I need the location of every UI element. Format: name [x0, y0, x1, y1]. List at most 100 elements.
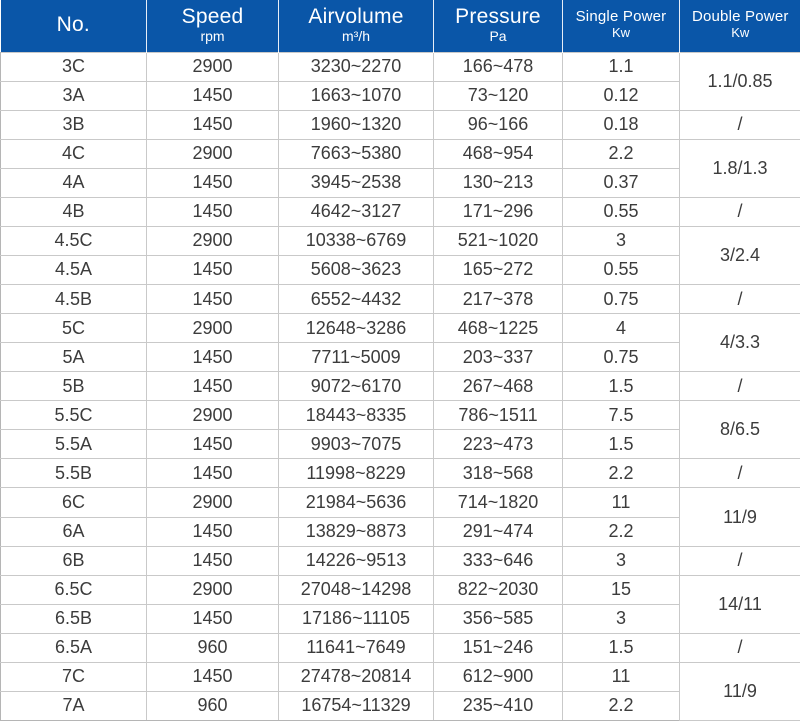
speed-cell: 1450: [146, 429, 279, 460]
model-cell: 7C: [0, 661, 147, 692]
table-row-5-5c: 5.5C 2900 18443~8335 786~1511 7.5 8/6.5: [0, 400, 800, 460]
model-cell: 4.5A: [0, 254, 147, 286]
model-cell: 5B: [0, 371, 147, 402]
pressure-cell: 786~1511: [433, 400, 563, 431]
single-power-cell: 0.37: [562, 167, 680, 198]
speed-cell: 1450: [146, 254, 279, 286]
single-power-cell: 3: [562, 603, 680, 634]
table-row-5c: 5C 2900 12648~3286 468~1225 4 4/3.3: [0, 313, 800, 373]
column-label: Single Power: [575, 8, 667, 26]
double-power-cell: /: [679, 109, 800, 140]
model-cell: 3B: [0, 109, 147, 140]
speed-cell: 1450: [146, 80, 279, 111]
speed-cell: 960: [146, 690, 279, 721]
single-power-cell: 15: [562, 574, 680, 605]
table-row-4-5c: 4.5C 2900 10338~6769 521~1020 3 3/2.4: [0, 225, 800, 286]
speed-cell: 1450: [146, 371, 279, 402]
speed-cell: 1450: [146, 109, 279, 140]
airvolume-cell: 7711~5009: [278, 342, 434, 373]
single-power-cell: 1.5: [562, 371, 680, 402]
column-label: Airvolume: [308, 4, 404, 28]
airvolume-cell: 9903~7075: [278, 429, 434, 460]
pressure-cell: 612~900: [433, 661, 563, 692]
pressure-cell: 318~568: [433, 458, 563, 489]
single-power-cell: 0.55: [562, 254, 680, 286]
table-row-4c: 4C 2900 7663~5380 468~954 2.2 1.8/1.3: [0, 138, 800, 198]
airvolume-cell: 27048~14298: [278, 574, 434, 605]
column-header-speed: Speed rpm: [146, 0, 279, 52]
model-cell: 5.5B: [0, 458, 147, 489]
column-header-airvolume: Airvolume m³/h: [278, 0, 434, 52]
single-power-cell: 3: [562, 545, 680, 576]
airvolume-cell: 21984~5636: [278, 487, 434, 518]
model-cell: 5.5C: [0, 400, 147, 431]
airvolume-cell: 13829~8873: [278, 516, 434, 547]
pressure-cell: 267~468: [433, 371, 563, 402]
single-power-cell: 11: [562, 487, 680, 518]
double-power-cell: /: [679, 632, 800, 663]
column-unit: rpm: [200, 28, 225, 45]
airvolume-cell: 7663~5380: [278, 138, 434, 169]
double-power-cell: 1.8/1.3: [679, 138, 800, 198]
speed-cell: 1450: [146, 283, 279, 315]
speed-cell: 1450: [146, 458, 279, 489]
speed-cell: 2900: [146, 51, 279, 82]
model-cell: 6.5C: [0, 574, 147, 605]
single-power-cell: 1.5: [562, 429, 680, 460]
double-power-cell: 14/11: [679, 574, 800, 634]
pressure-cell: 714~1820: [433, 487, 563, 518]
table-row-5a: 5A 1450 7711~5009 203~337 0.75: [0, 342, 800, 373]
double-power-cell: /: [679, 458, 800, 489]
airvolume-cell: 1960~1320: [278, 109, 434, 140]
table-row-4a: 4A 1450 3945~2538 130~213 0.37: [0, 167, 800, 198]
table-row-3c: 3C 2900 3230~2270 166~478 1.1 1.1/0.85: [0, 51, 800, 111]
column-header-double-power: Double Power Kw: [679, 0, 800, 52]
single-power-cell: 2.2: [562, 458, 680, 489]
single-power-cell: 0.55: [562, 196, 680, 227]
speed-cell: 2900: [146, 400, 279, 431]
table-row-6-5c: 6.5C 2900 27048~14298 822~2030 15 14/11: [0, 574, 800, 634]
single-power-cell: 2.2: [562, 516, 680, 547]
model-cell: 6.5A: [0, 632, 147, 663]
model-cell: 3A: [0, 80, 147, 111]
airvolume-cell: 10338~6769: [278, 225, 434, 256]
speed-cell: 1450: [146, 196, 279, 227]
airvolume-cell: 4642~3127: [278, 196, 434, 227]
airvolume-cell: 12648~3286: [278, 313, 434, 344]
double-power-cell: /: [679, 283, 800, 315]
single-power-cell: 11: [562, 661, 680, 692]
speed-cell: 2900: [146, 487, 279, 518]
table-row-4-5b: 4.5B 1450 6552~4432 217~378 0.75/: [0, 283, 800, 315]
airvolume-cell: 16754~11329: [278, 690, 434, 721]
pressure-cell: 291~474: [433, 516, 563, 547]
pressure-cell: 333~646: [433, 545, 563, 576]
model-cell: 6.5B: [0, 603, 147, 634]
pressure-cell: 235~410: [433, 690, 563, 721]
double-power-cell: 4/3.3: [679, 313, 800, 373]
pressure-cell: 521~1020: [433, 225, 563, 256]
single-power-cell: 4: [562, 313, 680, 344]
pressure-cell: 171~296: [433, 196, 563, 227]
speed-cell: 1450: [146, 167, 279, 198]
airvolume-cell: 3230~2270: [278, 51, 434, 82]
speed-cell: 960: [146, 632, 279, 663]
table-row-5-5b: 5.5B 1450 11998~8229 318~568 2.2/: [0, 458, 800, 489]
speed-cell: 1450: [146, 342, 279, 373]
column-label: No.: [56, 12, 90, 36]
table-row-4b: 4B 1450 4642~3127 171~296 0.55/: [0, 196, 800, 227]
table-row-6a: 6A 1450 13829~8873 291~474 2.2: [0, 516, 800, 547]
pressure-cell: 223~473: [433, 429, 563, 460]
double-power-cell: /: [679, 371, 800, 402]
column-unit: m³/h: [342, 28, 370, 45]
double-power-cell: 8/6.5: [679, 400, 800, 460]
pressure-cell: 822~2030: [433, 574, 563, 605]
model-cell: 5A: [0, 342, 147, 373]
model-cell: 6B: [0, 545, 147, 576]
single-power-cell: 3: [562, 225, 680, 256]
airvolume-cell: 14226~9513: [278, 545, 434, 576]
speed-cell: 1450: [146, 516, 279, 547]
model-cell: 5.5A: [0, 429, 147, 460]
double-power-cell: 11/9: [679, 661, 800, 721]
column-header-pressure: Pressure Pa: [433, 0, 563, 52]
